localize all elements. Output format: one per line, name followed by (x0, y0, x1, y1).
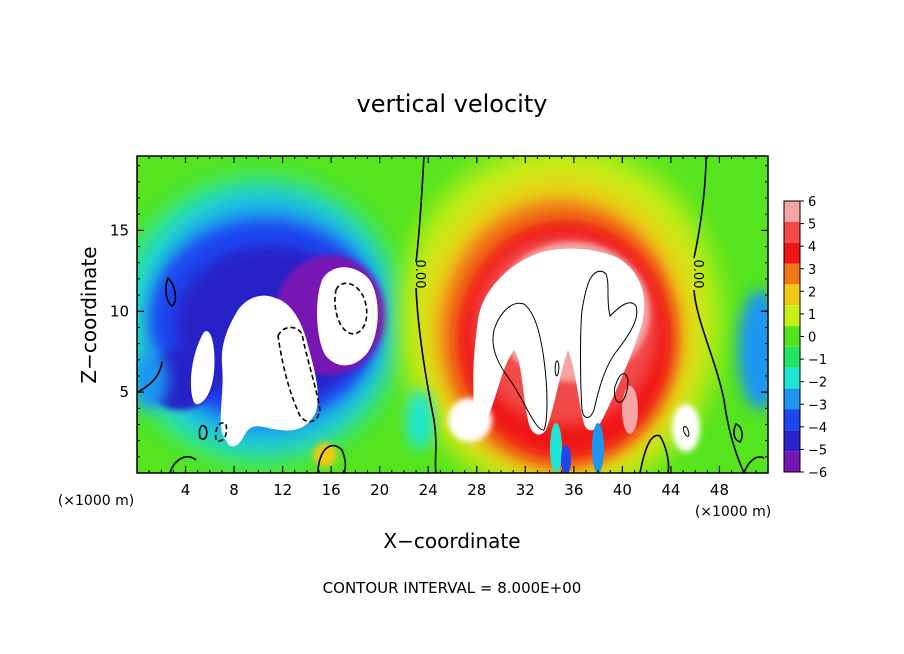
y-tick-label: 15 (110, 221, 129, 239)
y-tick-label: 5 (119, 383, 129, 401)
colorbar-swatch (784, 326, 800, 347)
colorbar: 6 5 4 3 2 1 0 −1 −2 −3 −4 −5 −6 (783, 195, 827, 481)
x-tick-label: 40 (613, 481, 632, 499)
colorbar-swatch (784, 305, 800, 327)
colorbar-label: −5 (808, 443, 827, 458)
contour-label-west: 0.00 (412, 260, 427, 289)
y-axis-ticks: 5 10 15 (110, 165, 768, 458)
colorbar-label: −2 (808, 376, 827, 391)
colorbar-swatch (784, 201, 800, 222)
x-tick-label: 24 (419, 481, 438, 499)
colorbar-label: −3 (808, 398, 827, 413)
x-tick-label: 12 (273, 481, 292, 499)
chart-title: vertical velocity (357, 90, 548, 118)
zero-contour-west (415, 156, 437, 473)
colorbar-swatch (784, 409, 800, 431)
colorbar-swatch (784, 430, 800, 452)
x-tick-label: 48 (710, 481, 729, 499)
x-unit-right: (×1000 m) (695, 504, 771, 520)
colorbar-label: −6 (808, 466, 827, 481)
colorbar-label: 6 (808, 195, 816, 210)
x-axis-label: X−coordinate (383, 529, 520, 553)
downdraft-region (137, 180, 400, 460)
zero-contour-east (693, 156, 745, 473)
colorbar-swatch (784, 346, 800, 368)
colorbar-swatch (784, 367, 800, 389)
colorbar-label: 3 (808, 263, 816, 278)
contour-lines (137, 156, 765, 473)
x-tick-label: 20 (370, 481, 389, 499)
colorbar-swatch (784, 451, 800, 472)
x-tick-label: 32 (516, 481, 535, 499)
x-tick-label: 16 (322, 481, 341, 499)
colorbar-swatch (784, 263, 800, 285)
y-tick-label: 10 (110, 302, 129, 320)
velocity-field: 0.00 0.00 (137, 156, 768, 473)
downdraft-core-small (190, 331, 215, 405)
x-tick-label: 8 (229, 481, 239, 499)
x-tick-label: 4 (181, 481, 191, 499)
colorbar-swatch (784, 284, 800, 306)
contour-label-east: 0.00 (690, 260, 705, 289)
colorbar-label: 2 (808, 285, 816, 300)
colorbar-label: 4 (808, 240, 816, 255)
x-tick-label: 36 (564, 481, 583, 499)
colorbar-label: 1 (808, 308, 816, 323)
y-axis-label: Z−coordinate (77, 246, 101, 383)
x-unit-left: (×1000 m) (58, 493, 134, 509)
updraft-region (400, 156, 720, 473)
colorbar-label: −1 (808, 353, 827, 368)
colorbar-swatch (784, 221, 800, 243)
downdraft-core-west (220, 295, 318, 447)
x-tick-label: 28 (467, 481, 486, 499)
colorbar-label: 0 (808, 331, 816, 346)
colorbar-swatch (784, 388, 800, 410)
x-tick-label: 44 (661, 481, 680, 499)
colorbar-label: 5 (808, 218, 816, 233)
downdraft-core-east (317, 267, 378, 366)
colorbar-swatch (784, 242, 800, 264)
updraft-core (473, 248, 645, 435)
colorbar-label: −4 (808, 421, 827, 436)
x-axis-ticks: 4 8 12 16 20 24 28 32 36 40 44 48 (148, 156, 757, 499)
contour-interval-note: CONTOUR INTERVAL = 8.000E+00 (323, 579, 582, 597)
